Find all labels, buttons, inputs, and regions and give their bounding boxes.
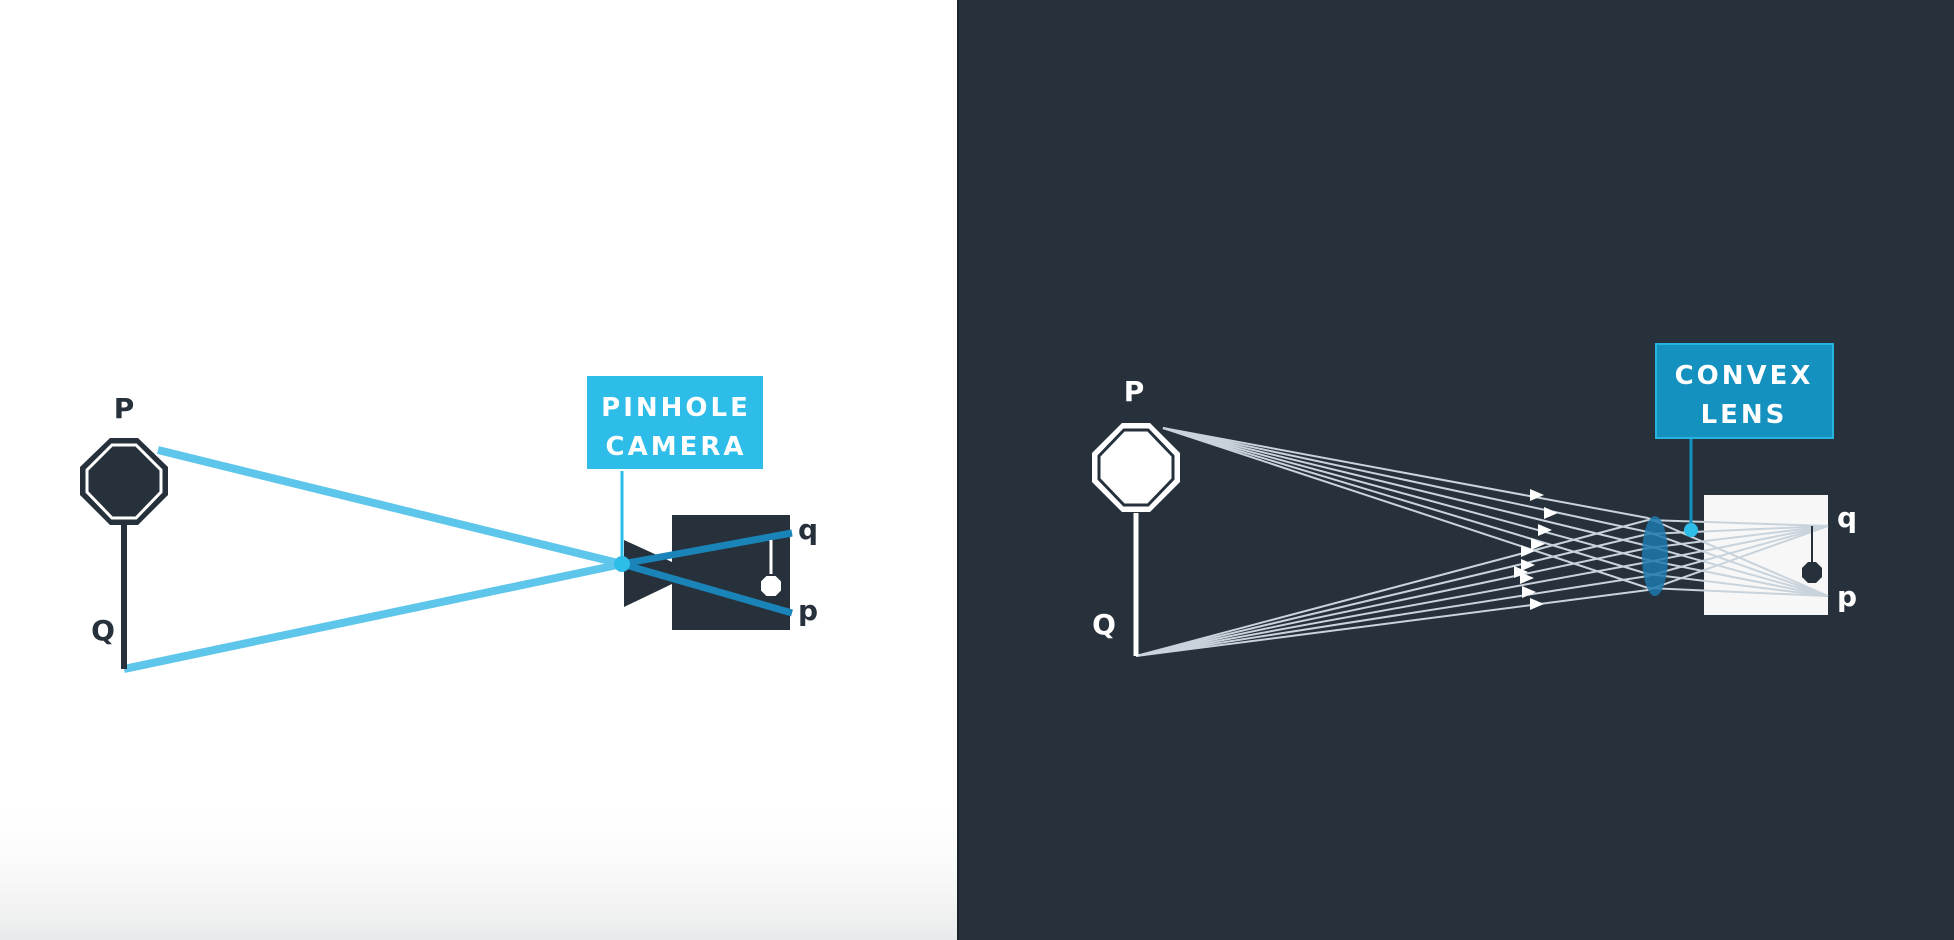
ray-P-1 [1162, 427, 1649, 519]
lens-tag-line-1: CONVEX [1675, 361, 1814, 391]
label-object-top: P [114, 392, 135, 425]
convex-lens [1642, 516, 1668, 596]
ray-Q-5 [1135, 575, 1649, 657]
ray-P-4 [1162, 427, 1649, 561]
ray-out-3 [1647, 545, 1829, 597]
pinhole-panel: PINHOLE CAMERA P Q q p [0, 0, 957, 940]
ray-out-10 [1647, 525, 1829, 563]
panel-divider [957, 0, 959, 940]
rays-to-image [1647, 517, 1829, 597]
ray-Q-6 [1135, 589, 1649, 657]
lens-tag-anchor [1684, 523, 1698, 537]
inverted-image-stop-sign [759, 540, 783, 598]
object-stop-sign [80, 438, 168, 669]
ray-arrowheads [1514, 489, 1558, 610]
ray-Q-2 [1135, 533, 1649, 657]
lens-tag-box [1655, 343, 1834, 439]
ray-out-5 [1647, 573, 1829, 597]
arrowhead-8 [1522, 586, 1536, 598]
rays-from-P [1162, 427, 1649, 589]
lens-tag-line-2: LENS [1701, 400, 1788, 430]
lens-panel: CONVEX LENS P Q q p [959, 0, 1954, 940]
ray-P-2 [1162, 427, 1649, 533]
arrowhead-5 [1521, 545, 1535, 557]
lens-object-stop-sign [1092, 423, 1180, 656]
ray-out-4 [1647, 559, 1829, 597]
lens-object-octagon-ring [1097, 428, 1175, 507]
arrowhead-2 [1544, 507, 1558, 519]
ray-out-7 [1647, 519, 1829, 527]
pinhole-panel-shade [0, 790, 957, 940]
object-octagon-inner-ring [85, 443, 163, 520]
arrowhead-3 [1538, 524, 1552, 536]
inverted-image-octagon [759, 574, 783, 598]
lens-object-octagon-outer [1092, 423, 1180, 512]
label-object-bottom: Q [91, 614, 115, 647]
ray-out-9 [1647, 525, 1829, 549]
ray-P-5 [1162, 427, 1649, 575]
rays-from-Q [1135, 519, 1649, 657]
ray-out-6 [1647, 587, 1829, 597]
arrowhead-6 [1521, 559, 1535, 571]
arrowhead-1 [1530, 489, 1544, 501]
ray-Q-inverted [621, 529, 793, 568]
object-octagon-outer [80, 438, 168, 525]
lens-label-object-bottom: Q [1092, 608, 1116, 641]
arrowhead-10 [1530, 598, 1544, 610]
ray-Q-1 [1135, 519, 1649, 657]
ray-out-8 [1647, 525, 1829, 535]
tag-line-2: CAMERA [606, 432, 747, 462]
arrowhead-7 [1520, 572, 1534, 584]
ray-Q-3 [1135, 547, 1649, 657]
pinhole-camera-tag: PINHOLE CAMERA [585, 374, 765, 564]
lens-label-image-bottom: p [1837, 580, 1857, 613]
label-image-bottom: p [798, 594, 818, 627]
label-image-top: q [798, 513, 818, 546]
ray-P-3 [1162, 427, 1649, 547]
lens-label-image-top: q [1837, 501, 1857, 534]
ray-out-12 [1647, 525, 1829, 591]
ray-P-incoming [157, 446, 623, 568]
ray-P-6 [1162, 427, 1649, 589]
ray-out-2 [1647, 531, 1829, 597]
tag-box [585, 374, 765, 471]
arrowhead-9 [1514, 566, 1528, 578]
convex-lens-tag: CONVEX LENS [1655, 343, 1834, 537]
lens-inverted-image [1802, 526, 1822, 583]
lens-label-object-top: P [1124, 375, 1145, 408]
ray-Q-incoming [123, 560, 623, 673]
arrowhead-4 [1531, 538, 1545, 550]
lens-inverted-image-octagon [1802, 562, 1822, 583]
ray-P-inverted [621, 560, 793, 617]
ray-Q-4 [1135, 561, 1649, 657]
tag-line-1: PINHOLE [601, 393, 751, 423]
ray-out-11 [1647, 525, 1829, 577]
